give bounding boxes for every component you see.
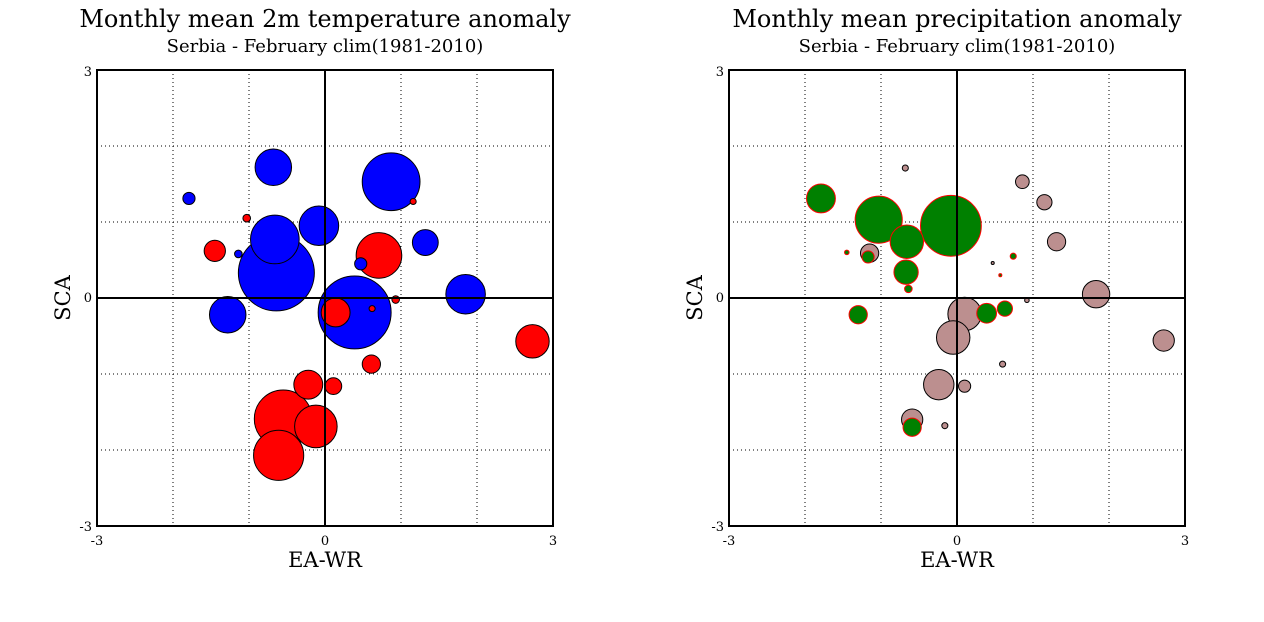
data-points xyxy=(182,148,550,481)
data-point-negative xyxy=(254,148,293,187)
data-point-positive xyxy=(361,354,381,374)
data-point-positive xyxy=(904,284,913,294)
y-tick-label-bottom: -3 xyxy=(711,520,724,535)
data-point-positive xyxy=(920,194,982,257)
x-tick-label-mid: 0 xyxy=(321,534,329,549)
precipitation-chart: Monthly mean precipitation anomaly Serbi… xyxy=(683,5,1189,572)
data-point-positive xyxy=(253,429,305,481)
data-point-positive xyxy=(203,239,226,263)
y-axis-label: SCA xyxy=(683,274,707,320)
data-point-positive xyxy=(324,377,343,396)
x-tick-label-mid: 0 xyxy=(953,534,961,549)
plot-frame xyxy=(728,69,1186,527)
data-point-positive xyxy=(391,295,400,304)
data-point-positive xyxy=(861,250,875,264)
x-axis-label: EA-WR xyxy=(920,548,995,572)
data-point-negative xyxy=(361,152,421,212)
data-point-positive xyxy=(806,183,836,214)
data-point-negative xyxy=(411,229,439,256)
axes xyxy=(728,69,1186,527)
data-point-negative xyxy=(990,261,995,266)
chart-subtitle: Serbia - February clim(1981-2010) xyxy=(799,36,1116,57)
data-points xyxy=(806,164,1175,437)
chart-title: Monthly mean precipitation anomaly xyxy=(732,5,1182,33)
data-point-negative xyxy=(1015,174,1030,190)
x-tick-label-left: -3 xyxy=(723,534,736,549)
data-point-positive xyxy=(409,197,417,206)
y-axis-label: SCA xyxy=(51,274,75,320)
temperature-chart: Monthly mean 2m temperature anomaly Serb… xyxy=(51,5,571,572)
y-tick-label-mid: 0 xyxy=(716,291,724,306)
x-tick-label-left: -3 xyxy=(91,534,104,549)
y-tick-label-mid: 0 xyxy=(84,291,92,306)
data-point-negative xyxy=(250,214,300,265)
data-point-positive xyxy=(893,259,919,285)
data-point-negative xyxy=(941,422,949,430)
data-point-positive xyxy=(242,213,252,223)
y-tick-label-bottom: -3 xyxy=(79,520,92,535)
data-point-positive xyxy=(844,249,850,256)
data-point-positive xyxy=(996,300,1013,317)
data-point-negative xyxy=(317,275,392,350)
data-point-negative xyxy=(1036,194,1053,211)
data-point-negative xyxy=(354,257,368,271)
data-point-positive xyxy=(355,232,403,279)
data-point-positive xyxy=(854,195,903,244)
data-point-negative xyxy=(1081,280,1111,309)
data-point-negative xyxy=(1046,232,1067,252)
plot-frame xyxy=(96,69,554,527)
x-tick-label-right: 3 xyxy=(549,534,557,549)
data-point-negative xyxy=(958,379,972,393)
data-point-positive xyxy=(294,404,338,449)
data-point-negative xyxy=(935,320,971,355)
data-point-negative xyxy=(901,164,909,172)
data-point-negative xyxy=(999,360,1007,368)
data-point-positive xyxy=(848,305,868,325)
data-point-positive xyxy=(902,417,922,437)
y-tick-label-top: 3 xyxy=(84,65,92,80)
x-axis-label: EA-WR xyxy=(288,548,363,572)
data-point-negative xyxy=(234,249,243,259)
data-point-negative xyxy=(445,273,486,315)
chart-subtitle: Serbia - February clim(1981-2010) xyxy=(167,36,484,57)
data-point-positive xyxy=(515,324,550,359)
data-point-positive xyxy=(998,273,1003,278)
data-point-negative xyxy=(182,191,196,206)
data-point-positive xyxy=(368,305,376,313)
data-point-negative xyxy=(1152,329,1175,352)
data-point-positive xyxy=(889,224,925,259)
data-point-positive xyxy=(1009,252,1017,260)
y-tick-label-top: 3 xyxy=(716,65,724,80)
data-point-positive xyxy=(976,302,998,324)
data-point-negative xyxy=(298,205,340,247)
data-point-negative xyxy=(923,368,955,401)
data-point-negative xyxy=(208,295,247,334)
axes xyxy=(96,69,554,527)
x-tick-label-right: 3 xyxy=(1181,534,1189,549)
chart-title: Monthly mean 2m temperature anomaly xyxy=(79,5,571,33)
data-point-positive xyxy=(293,369,324,400)
